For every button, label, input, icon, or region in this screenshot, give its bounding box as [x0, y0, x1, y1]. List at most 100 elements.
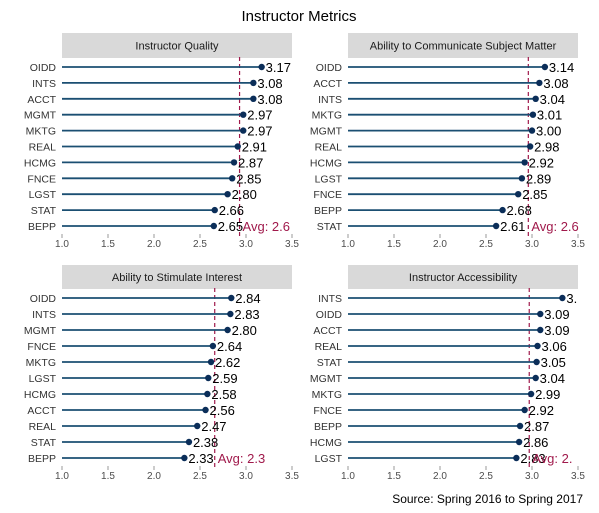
- x-tick-label: 1.0: [55, 239, 69, 250]
- value-label: 2.91: [242, 140, 267, 155]
- value-label: 2.66: [219, 203, 244, 218]
- panel-strip: [62, 33, 292, 58]
- lollipop-point: [499, 206, 506, 214]
- panel-title: Instructor Quality: [135, 41, 219, 53]
- value-label: 2.85: [522, 187, 547, 202]
- lollipop-point: [205, 374, 212, 382]
- value-label: 3.06: [542, 339, 567, 354]
- x-tick-label: 3.0: [239, 471, 253, 482]
- category-label: INTS: [318, 94, 342, 106]
- lollipop-point: [210, 222, 217, 230]
- lollipop-point: [181, 454, 188, 462]
- value-label: 2.87: [524, 419, 549, 434]
- lollipop-point: [250, 95, 257, 103]
- x-tick-label: 3.5: [285, 471, 299, 482]
- category-label: BEPP: [28, 453, 56, 465]
- x-tick-label: 1.0: [341, 471, 355, 482]
- value-label: 2.59: [212, 371, 237, 386]
- value-label: 3.08: [257, 76, 282, 91]
- lollipop-point: [202, 406, 209, 414]
- category-label: HCMG: [310, 437, 342, 449]
- chart-title: Instructor Metrics: [241, 8, 356, 25]
- value-label: 3.14: [549, 60, 574, 75]
- category-label: INTS: [318, 293, 342, 305]
- category-label: HCMG: [24, 389, 56, 401]
- avg-label: Avg: 2.: [532, 451, 572, 466]
- category-label: MGMT: [24, 110, 57, 122]
- lollipop-point: [227, 310, 234, 318]
- lollipop-point: [515, 438, 523, 446]
- value-label: 3.08: [543, 76, 568, 91]
- x-tick-label: 3.0: [525, 471, 539, 482]
- value-label: 2.83: [234, 307, 259, 322]
- value-label: 2.84: [235, 291, 260, 306]
- category-label: LGST: [315, 453, 343, 465]
- panel-title: Instructor Accessibility: [409, 272, 518, 284]
- panel-title: Ability to Communicate Subject Matter: [370, 41, 557, 53]
- lollipop-point: [240, 111, 247, 118]
- value-label: 2.68: [507, 203, 532, 218]
- x-tick-label: 3.5: [571, 471, 585, 482]
- value-label: 2.85: [236, 171, 261, 186]
- lollipop-point: [224, 326, 231, 334]
- category-label: FNCE: [313, 189, 342, 201]
- lollipop-point: [234, 143, 241, 150]
- category-label: MKTG: [312, 110, 342, 122]
- x-tick-label: 2.5: [479, 239, 493, 250]
- x-tick-label: 2.0: [147, 239, 161, 250]
- value-label: 3.04: [540, 371, 565, 386]
- value-label: 3.09: [544, 307, 569, 322]
- lollipop-point: [515, 191, 522, 198]
- category-label: MGMT: [24, 325, 57, 337]
- lollipop-point: [526, 143, 534, 150]
- lollipop-point: [230, 159, 238, 166]
- lollipop-point: [240, 127, 247, 134]
- avg-label: Avg: 2.6: [243, 219, 290, 234]
- lollipop-point: [229, 175, 236, 182]
- avg-label: Avg: 2.3: [218, 451, 265, 466]
- category-label: LGST: [29, 189, 57, 201]
- lollipop-point: [529, 111, 537, 118]
- category-label: INTS: [32, 309, 56, 321]
- category-label: INTS: [32, 78, 56, 90]
- category-label: STAT: [31, 437, 57, 449]
- x-tick-label: 1.0: [55, 471, 69, 482]
- category-label: MKTG: [312, 389, 342, 401]
- lollipop-point: [228, 294, 235, 302]
- category-label: REAL: [29, 421, 57, 433]
- value-label: 3.17: [266, 60, 291, 75]
- category-label: LGST: [315, 173, 343, 185]
- chart-caption: Source: Spring 2016 to Spring 2017: [392, 492, 583, 506]
- value-label: 2.56: [210, 403, 235, 418]
- category-label: REAL: [29, 142, 57, 154]
- lollipop-point: [559, 294, 566, 302]
- category-label: ACCT: [313, 78, 342, 90]
- x-tick-label: 2.0: [433, 239, 447, 250]
- category-label: ACCT: [27, 405, 56, 417]
- value-label: 2.92: [529, 403, 554, 418]
- category-label: ACCT: [313, 325, 342, 337]
- value-label: 3.05: [541, 355, 566, 370]
- value-label: 2.87: [238, 155, 263, 170]
- category-label: HCMG: [24, 157, 56, 169]
- lollipop-point: [521, 406, 528, 414]
- x-tick-label: 2.0: [147, 471, 161, 482]
- category-label: LGST: [29, 373, 57, 385]
- panels: Instructor Quality OIDD 3.17 INTS 3.08 ACCT 3.…: [24, 33, 585, 482]
- category-label: FNCE: [27, 173, 56, 185]
- panel-strip: [348, 265, 578, 289]
- category-label: BEPP: [314, 421, 342, 433]
- value-label: 3.01: [537, 108, 562, 123]
- lollipop-point: [534, 342, 541, 350]
- category-label: OIDD: [316, 309, 343, 321]
- category-label: MKTG: [26, 357, 56, 369]
- lollipop-point: [209, 342, 217, 350]
- category-label: STAT: [317, 357, 343, 369]
- lollipop-point: [532, 95, 539, 103]
- x-tick-label: 3.0: [239, 239, 253, 250]
- value-label: 3.00: [536, 124, 561, 139]
- x-tick-label: 2.5: [193, 471, 207, 482]
- x-tick-label: 3.0: [525, 239, 539, 250]
- lollipop-point: [185, 438, 193, 446]
- value-label: 2.83: [520, 451, 545, 466]
